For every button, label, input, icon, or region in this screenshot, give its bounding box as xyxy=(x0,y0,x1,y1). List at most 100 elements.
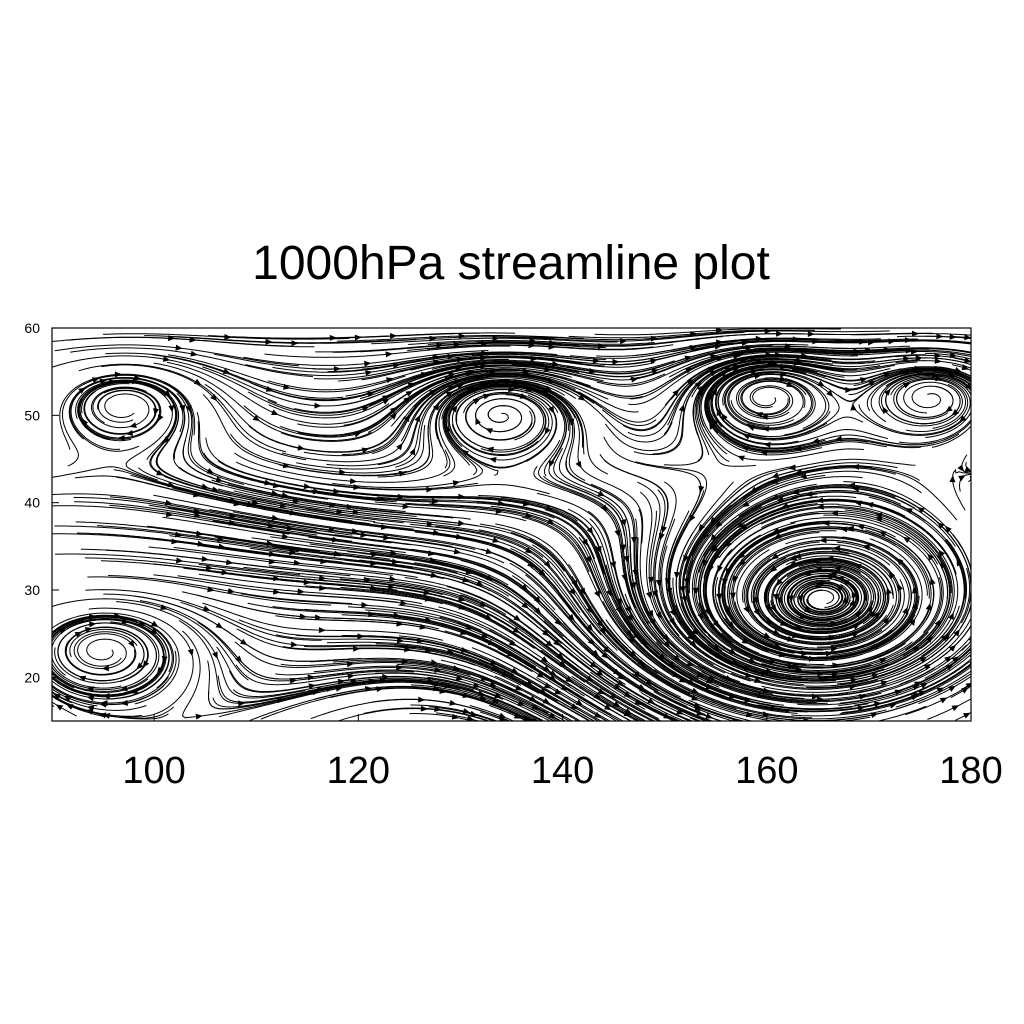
streamline-arrow xyxy=(722,578,728,586)
streamline-arrow xyxy=(911,348,919,355)
streamline-arrow xyxy=(532,717,537,721)
streamline-arrow xyxy=(763,441,771,448)
streamline-arrow xyxy=(229,497,237,503)
streamline-arrow xyxy=(371,550,379,557)
streamline-arrow xyxy=(133,374,142,381)
streamline-arrow xyxy=(721,370,729,377)
streamline-arrow xyxy=(504,378,512,385)
streamline-arrow xyxy=(175,344,183,351)
streamline-arrow xyxy=(513,378,521,385)
streamline-arrow xyxy=(709,354,718,360)
streamline-arrow xyxy=(391,558,399,565)
streamline-arrow xyxy=(951,408,959,416)
streamline-arrow xyxy=(510,667,519,674)
streamline-arrow xyxy=(246,501,255,508)
streamline-arrow xyxy=(974,409,980,417)
streamline-arrow xyxy=(871,673,879,679)
streamline-arrow xyxy=(744,696,752,703)
streamline-arrow xyxy=(462,708,471,714)
streamline-arrow xyxy=(194,512,202,518)
streamline-arrow xyxy=(674,571,680,580)
streamline-arrow xyxy=(747,425,755,431)
streamline-arrow xyxy=(736,521,744,529)
streamline-arrow xyxy=(805,725,812,731)
streamline-arrow xyxy=(531,703,540,710)
streamline-arrow xyxy=(934,352,942,359)
streamline-arrow xyxy=(455,533,464,540)
streamline-arrow xyxy=(745,711,754,718)
streamline-arrow xyxy=(433,685,441,692)
streamline-arrow xyxy=(770,705,778,711)
streamline-arrow xyxy=(74,631,83,638)
streamline-arrow xyxy=(551,360,560,367)
streamline-arrow xyxy=(897,583,903,591)
streamline-arrow xyxy=(763,632,771,639)
streamline-arrow xyxy=(66,704,74,710)
streamline-arrow xyxy=(567,613,575,622)
streamline-arrow xyxy=(527,561,535,568)
streamline-arrow xyxy=(333,550,342,557)
streamline-arrow xyxy=(859,377,868,383)
streamline-arrow xyxy=(859,693,867,700)
streamline-arrow xyxy=(131,378,140,385)
streamline-arrow xyxy=(937,522,945,529)
streamline-arrow xyxy=(201,483,209,490)
streamline-arrow xyxy=(854,500,862,507)
streamline-arrow xyxy=(819,675,827,682)
streamline-arrow xyxy=(538,569,546,577)
streamline-arrow xyxy=(586,526,594,535)
streamline-arrow xyxy=(430,659,438,666)
streamline-arrow xyxy=(480,632,489,638)
streamline-arrow xyxy=(727,621,735,629)
streamline xyxy=(961,640,971,651)
streamline-arrow xyxy=(452,480,460,487)
streamline-arrow xyxy=(912,586,918,594)
streamline-arrow xyxy=(339,469,347,475)
streamline-arrow xyxy=(418,696,426,703)
streamline-arrow xyxy=(714,343,722,350)
streamline-arrow xyxy=(316,686,325,693)
streamline-arrow xyxy=(86,695,95,702)
streamline-arrow xyxy=(370,560,378,567)
streamline-arrow xyxy=(477,690,486,696)
streamline-arrow xyxy=(206,468,215,474)
streamline xyxy=(689,717,700,721)
streamline-arrow xyxy=(315,614,323,621)
streamline-arrow xyxy=(873,611,880,619)
streamline-arrow xyxy=(370,585,378,592)
streamline-arrow xyxy=(495,508,503,514)
streamline-arrow xyxy=(589,661,598,668)
streamline-arrow xyxy=(451,713,460,720)
streamline-arrow xyxy=(702,531,710,540)
streamline-arrow xyxy=(685,367,693,374)
streamline-arrow xyxy=(192,491,201,498)
streamline-arrow xyxy=(549,670,557,677)
streamline-arrow xyxy=(854,610,862,618)
streamline-arrow xyxy=(929,577,936,586)
streamline-arrow xyxy=(905,347,913,354)
streamline-arrow xyxy=(926,635,934,643)
streamline-arrow xyxy=(934,619,941,627)
streamline-arrow xyxy=(764,328,772,335)
streamline-arrow xyxy=(606,589,612,597)
streamline-arrow xyxy=(664,578,671,586)
streamline-arrow xyxy=(492,697,500,704)
streamline-arrow xyxy=(683,554,689,563)
streamline-arrow xyxy=(476,374,484,381)
streamline-arrow xyxy=(553,639,561,647)
streamline-arrow xyxy=(658,653,666,660)
streamline-arrow xyxy=(728,693,737,699)
streamline-arrow xyxy=(364,360,372,367)
streamline-arrow xyxy=(627,635,635,643)
streamline-arrow xyxy=(912,684,920,691)
streamline-arrow xyxy=(42,680,49,687)
streamline-arrow xyxy=(732,575,739,583)
streamline-arrow xyxy=(455,675,464,681)
streamline-arrow xyxy=(677,618,684,627)
streamline-arrow xyxy=(873,643,882,650)
streamline-arrow xyxy=(761,670,769,676)
streamline-arrow xyxy=(434,667,442,673)
streamline-arrow xyxy=(807,331,815,337)
streamline-arrow xyxy=(532,361,540,368)
streamline-arrow xyxy=(363,576,371,583)
